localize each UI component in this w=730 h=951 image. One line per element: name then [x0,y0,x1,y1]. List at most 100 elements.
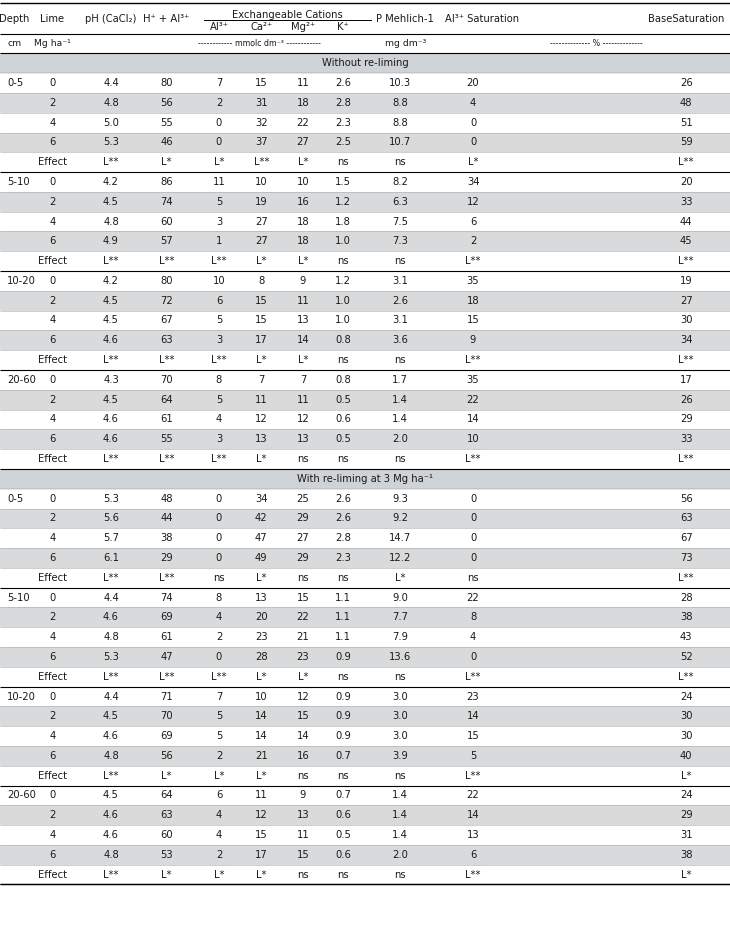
Text: ns: ns [394,770,406,781]
Bar [0,449,730,469]
Text: 22: 22 [466,790,480,801]
Text: 0: 0 [470,652,476,662]
Text: L*: L* [298,355,308,365]
Text: Effect: Effect [38,454,67,464]
Text: 6: 6 [50,751,55,761]
Text: 3.0: 3.0 [392,691,408,702]
Text: 0: 0 [470,494,476,504]
Text: 24: 24 [680,691,693,702]
Text: 7: 7 [216,78,222,88]
Text: 0: 0 [50,375,55,385]
Text: 4.8: 4.8 [103,751,119,761]
Text: Ca²⁺: Ca²⁺ [250,22,272,32]
Text: 30: 30 [680,711,693,721]
Text: 14.7: 14.7 [389,534,411,543]
Text: 33: 33 [680,435,693,444]
Text: 2: 2 [50,197,55,206]
Text: ns: ns [394,869,406,880]
Text: 23: 23 [466,691,480,702]
Text: 28: 28 [680,592,693,603]
Text: 34: 34 [255,494,268,504]
Text: 0: 0 [470,118,476,127]
Bar [0,53,730,73]
Text: pH (CaCl₂): pH (CaCl₂) [85,13,137,24]
Text: 30: 30 [680,731,693,741]
Text: 29: 29 [160,553,173,563]
Text: ns: ns [394,671,406,682]
Text: 5-10: 5-10 [7,177,30,187]
Text: 2.6: 2.6 [392,296,408,305]
Text: 20-60: 20-60 [7,790,36,801]
Text: 0: 0 [216,652,222,662]
Text: 44: 44 [680,217,693,226]
Text: 0.8: 0.8 [335,336,351,345]
Text: 42: 42 [255,514,268,523]
Text: 80: 80 [160,276,173,286]
Text: 69: 69 [160,612,173,622]
Text: 67: 67 [680,534,693,543]
Text: 70: 70 [160,375,173,385]
Text: 4.6: 4.6 [103,415,119,424]
Text: 4: 4 [216,830,222,840]
Text: 1.4: 1.4 [392,790,408,801]
Text: 0.5: 0.5 [335,435,351,444]
Text: 4.5: 4.5 [103,790,119,801]
Text: L**: L** [678,157,694,167]
Text: 0-5: 0-5 [7,78,23,88]
Text: Effect: Effect [38,157,67,167]
Text: 10: 10 [255,691,268,702]
Text: 4.5: 4.5 [103,711,119,721]
Text: Al³⁺: Al³⁺ [210,22,228,32]
Bar [0,3,730,34]
Text: 10: 10 [255,177,268,187]
Text: Mg ha⁻¹: Mg ha⁻¹ [34,39,71,49]
Text: 0: 0 [50,177,55,187]
Text: 4: 4 [50,731,55,741]
Text: ns: ns [337,770,349,781]
Text: 8.8: 8.8 [392,118,408,127]
Text: 27: 27 [255,217,268,226]
Text: 0: 0 [50,276,55,286]
Text: 49: 49 [255,553,268,563]
Text: 40: 40 [680,751,693,761]
Text: H⁺ + Al³⁺: H⁺ + Al³⁺ [143,13,190,24]
Text: 4: 4 [50,217,55,226]
Text: K⁺: K⁺ [337,22,349,32]
Text: 23: 23 [255,632,268,642]
Text: 15: 15 [255,78,268,88]
Bar [0,390,730,410]
Text: 0: 0 [50,494,55,504]
Text: 5: 5 [470,751,476,761]
Bar [0,707,730,727]
Text: 60: 60 [160,830,173,840]
Text: 8.8: 8.8 [392,98,408,107]
Text: 20: 20 [255,612,268,622]
Text: ns: ns [337,256,349,266]
Text: 4.8: 4.8 [103,632,119,642]
Text: L**: L** [678,256,694,266]
Text: 63: 63 [160,810,173,820]
Text: 3: 3 [216,217,222,226]
Text: 0: 0 [216,514,222,523]
Text: 10-20: 10-20 [7,691,36,702]
Text: Exchangeable Cations: Exchangeable Cations [232,10,343,20]
Text: 4.6: 4.6 [103,336,119,345]
Text: 6: 6 [216,790,222,801]
Bar [0,132,730,152]
Text: 3: 3 [216,435,222,444]
Text: 2: 2 [50,711,55,721]
Text: L**: L** [158,573,174,583]
Text: 0: 0 [216,138,222,147]
Text: 45: 45 [680,237,693,246]
Text: 12: 12 [296,691,310,702]
Text: 2: 2 [50,395,55,404]
Text: 0: 0 [50,592,55,603]
Text: 9: 9 [470,336,476,345]
Text: 4: 4 [50,830,55,840]
Text: 0: 0 [470,514,476,523]
Text: 63: 63 [680,514,693,523]
Text: 0: 0 [50,691,55,702]
Text: 3.9: 3.9 [392,751,408,761]
Text: 6.3: 6.3 [392,197,408,206]
Bar [0,370,730,390]
